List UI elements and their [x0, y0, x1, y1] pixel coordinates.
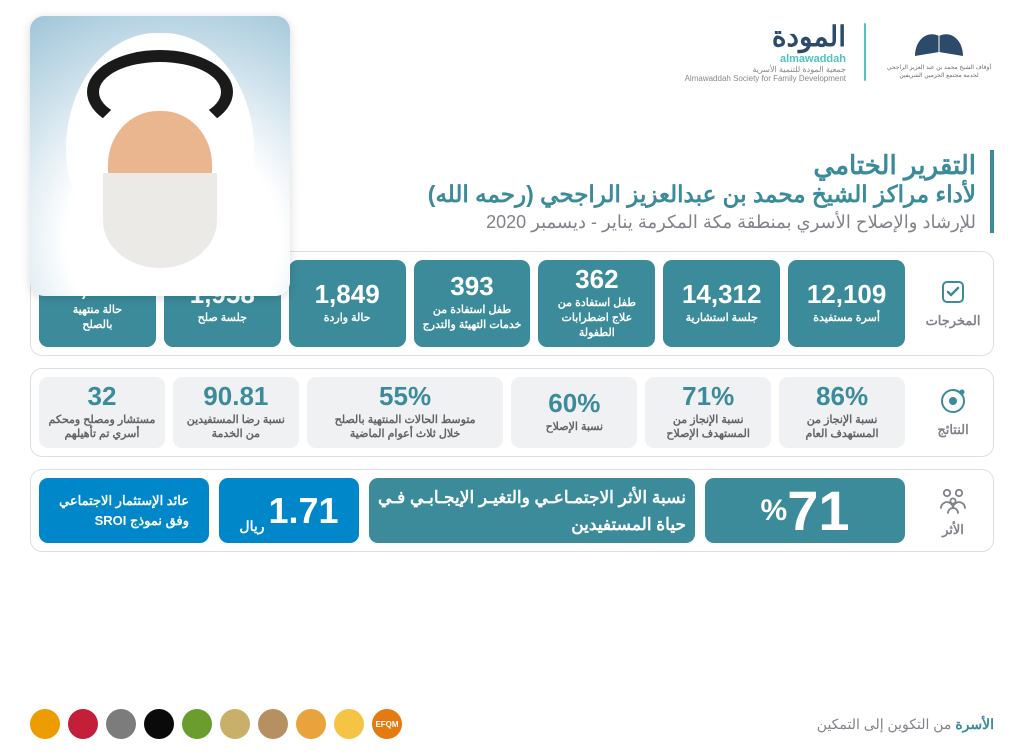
result-lbl: نسبة رضا المستفيدين من الخدمة — [187, 413, 285, 443]
title-l3: للإرشاد والإصلاح الأسري بمنطقة مكة المكر… — [354, 212, 976, 233]
output-lbl: جلسة صلح — [198, 311, 247, 326]
badge-6 — [258, 709, 288, 739]
output-num: 12,109 — [807, 281, 887, 307]
output-lbl: طفل استفادة من خدمات التهيئة والتدرج — [423, 303, 522, 333]
title-l1: التقرير الختامي — [354, 150, 976, 181]
title-block: التقرير الختامي لأداء مراكز الشيخ محمد ب… — [354, 150, 994, 233]
row-outputs-side: المخرجات — [913, 252, 993, 355]
output-num: 14,312 — [682, 281, 762, 307]
badge-7 — [296, 709, 326, 739]
logo-sub2: Almawaddah Society for Family Developmen… — [685, 74, 846, 83]
row-impact-label: الأثر — [942, 522, 964, 538]
result-cell-2: 60% نسبة الإصلاح — [511, 377, 637, 449]
output-cell-2: 362 طفل استفادة من علاج اضطرابات الطفولة — [538, 260, 655, 347]
result-cell-4: 90.81 نسبة رضا المستفيدين من الخدمة — [173, 377, 299, 449]
row-results-side: النتائج — [913, 369, 993, 457]
result-cell-1: 71% نسبة الإنجاز من المستهدف الإصلاح — [645, 377, 771, 449]
sroi-value: 1.71 ريال — [219, 478, 359, 543]
output-cell-3: 393 طفل استفادة من خدمات التهيئة والتدرج — [414, 260, 531, 347]
tagline-rest: من التكوين إلى التمكين — [817, 716, 956, 732]
result-lbl: نسبة الإنجاز من المستهدف الإصلاح — [666, 413, 750, 443]
output-cell-1: 14,312 جلسة استشارية — [663, 260, 780, 347]
output-num: 1,849 — [315, 281, 380, 307]
book-icon — [911, 22, 967, 62]
row-outputs-label: المخرجات — [926, 313, 981, 329]
badge-8 — [334, 709, 364, 739]
badge-3 — [144, 709, 174, 739]
badge-4 — [182, 709, 212, 739]
badge-1 — [68, 709, 98, 739]
logo-sub1: جمعية المودة للتنمية الأسرية — [752, 65, 846, 74]
logo-ar: المودة — [772, 20, 846, 53]
title-l2: لأداء مراكز الشيخ محمد بن عبدالعزيز الرا… — [354, 181, 976, 208]
result-cell-5: 32 مستشار ومصلح ومحكم أسري تم تأهيلهم — [39, 377, 165, 449]
row-results-cells: 86% نسبة الإنجاز من المستهدف العام 71% نسبة… — [31, 369, 913, 457]
logo-awqaf: أوقاف الشيخ محمد بن عبد العزيز الراجحي ل… — [884, 22, 994, 81]
output-lbl: أسرة مستفيدة — [813, 311, 880, 326]
output-lbl: حالة واردة — [324, 311, 371, 326]
impact-text: نسبة الأثر الاجتمـاعـي والتغيـر الإيجـاب… — [369, 478, 695, 543]
impact-icon — [937, 484, 969, 516]
result-lbl: مستشار ومصلح ومحكم أسري تم تأهيلهم — [49, 413, 156, 443]
result-num: 90.81 — [203, 383, 268, 409]
logo-en: almawaddah — [780, 53, 846, 65]
result-num: 60% — [548, 390, 600, 416]
footer: الأسرة من التكوين إلى التمكين EFQM — [30, 701, 994, 739]
outputs-icon — [938, 277, 968, 307]
badges: EFQM — [30, 709, 402, 739]
sroi-num: 1.71 — [269, 490, 339, 532]
result-num: 32 — [88, 383, 117, 409]
result-lbl: نسبة الإصلاح — [546, 420, 603, 435]
logo-mawaddah: المودة almawaddah جمعية المودة للتنمية ا… — [685, 20, 846, 83]
output-num: 393 — [450, 273, 493, 299]
badge-9: EFQM — [372, 709, 402, 739]
tagline: الأسرة من التكوين إلى التمكين — [817, 716, 994, 733]
output-cell-4: 1,849 حالة واردة — [289, 260, 406, 347]
result-num: 71% — [682, 383, 734, 409]
output-num: 362 — [575, 266, 618, 292]
impact-percent-sign: % — [761, 494, 788, 528]
badge-2 — [106, 709, 136, 739]
result-lbl: متوسط الحالات المنتهية بالصلح خلال ثلاث … — [335, 413, 476, 443]
result-cell-3: 55% متوسط الحالات المنتهية بالصلح خلال ثل… — [307, 377, 504, 449]
row-impact-side: الأثر — [913, 470, 993, 551]
sroi-unit: ريال — [239, 518, 264, 543]
row-results: النتائج 86% نسبة الإنجاز من المستهدف العا… — [30, 368, 994, 458]
output-cell-0: 12,109 أسرة مستفيدة — [788, 260, 905, 347]
row-results-label: النتائج — [937, 422, 968, 438]
result-num: 86% — [816, 383, 868, 409]
impact-percent-num: 71 — [787, 478, 849, 543]
output-lbl: جلسة استشارية — [686, 311, 758, 326]
output-lbl: حالة منتهية بالصلح — [73, 303, 122, 333]
result-num: 55% — [379, 383, 431, 409]
row-impact: الأثر 71 % نسبة الأثر الاجتمـاعـي والتغي… — [30, 469, 994, 552]
logo-separator — [864, 23, 866, 81]
results-icon — [938, 386, 968, 416]
badge-5 — [220, 709, 250, 739]
row-impact-cells: 71 % نسبة الأثر الاجتمـاعـي والتغيـر الإ… — [31, 470, 913, 551]
output-lbl: طفل استفادة من علاج اضطرابات الطفولة — [542, 296, 651, 341]
tagline-bold: الأسرة — [955, 716, 994, 732]
logos: المودة almawaddah جمعية المودة للتنمية ا… — [685, 20, 994, 83]
logo-book-sub: أوقاف الشيخ محمد بن عبد العزيز الراجحي ل… — [884, 65, 994, 81]
badge-0 — [30, 709, 60, 739]
result-cell-0: 86% نسبة الإنجاز من المستهدف العام — [779, 377, 905, 449]
portrait — [30, 16, 290, 296]
impact-percent: 71 % — [705, 478, 905, 543]
result-lbl: نسبة الإنجاز من المستهدف العام — [806, 413, 879, 443]
sroi-label: عائد الإستثمار الاجتماعي وفق نموذج SROI — [39, 478, 209, 543]
